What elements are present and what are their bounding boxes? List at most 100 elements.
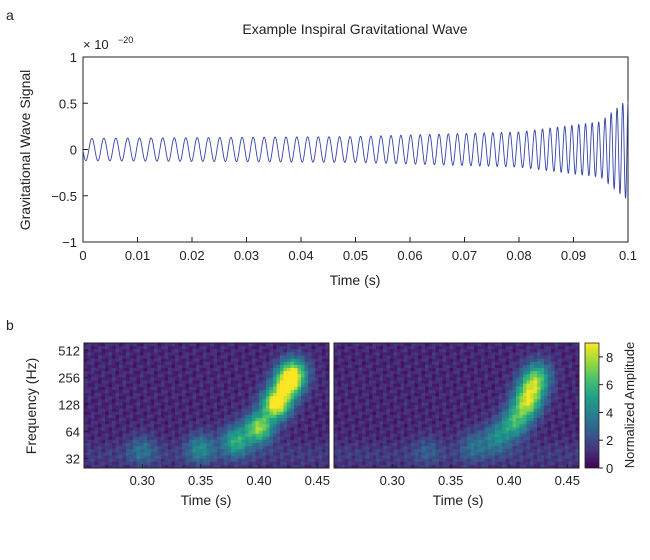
heatmap-cell [304,383,309,388]
heatmap-cell [572,368,576,372]
heatmap-cell [568,405,573,410]
heatmap-cell [341,430,345,435]
heatmap-cell [453,396,457,400]
heatmap-cell [390,352,394,357]
heatmap-cell [453,405,457,410]
heatmap-cell [554,389,559,394]
heatmap-cell [439,352,443,357]
heatmap-cell [318,439,323,444]
heatmap-cell [248,439,253,444]
heatmap-cell [266,368,270,372]
heatmap-cell [259,414,263,419]
heatmap-cell [498,361,503,366]
heatmap-cell [397,386,401,391]
heatmap-cell [161,352,165,357]
heatmap-cell [199,374,204,378]
heatmap-cell [348,389,352,394]
heatmap-cell [119,368,123,372]
heatmap-cell [565,402,569,407]
heatmap-cell [498,386,503,391]
heatmap-cell [554,380,559,385]
heatmap-cell [523,424,527,428]
heatmap-cell [126,443,130,447]
heatmap-cell [334,411,338,416]
heatmap-cell [199,449,204,453]
heatmap-cell [175,368,179,372]
heatmap-cell [463,343,468,347]
heatmap-cell [266,408,270,413]
heatmap-cell [344,368,349,372]
heatmap-cell [164,343,169,347]
heatmap-cell [168,355,172,360]
heatmap-cell [304,424,309,428]
heatmap-cell [453,418,457,422]
heatmap-cell [322,383,326,388]
heatmap-cell [512,374,517,378]
heatmap-cell [334,368,338,372]
heatmap-cell [519,427,524,432]
heatmap-cell [463,355,468,360]
heatmap-cell [481,383,485,388]
heatmap-cell [337,352,342,357]
heatmap-cell [311,452,316,457]
heatmap-cell [446,430,450,435]
heatmap-cell [94,386,99,391]
heatmap-cell [516,358,520,363]
heatmap-cell [558,411,562,416]
heatmap-cell [308,346,312,350]
heatmap-cell [348,430,352,435]
heatmap-cell [491,393,496,397]
heatmap-cell [101,408,106,413]
heatmap-cell [540,374,545,378]
heatmap-cell [280,414,284,419]
heatmap-cell [344,427,349,432]
heatmap-cell [308,371,312,375]
heatmap-cell [161,374,165,378]
heatmap-cell [276,371,281,375]
heatmap-cell [355,343,359,347]
heatmap-cell [488,418,492,422]
heatmap-cell [98,421,102,425]
heatmap-cell [273,449,277,453]
heatmap-cell [397,389,401,394]
heatmap-cell [175,371,179,375]
heatmap-cell [351,343,356,347]
heatmap-cell [238,449,242,453]
heatmap-cell [157,349,162,353]
heatmap-cell [474,405,478,410]
heatmap-cell [355,430,359,435]
heatmap-cell [344,418,349,422]
heatmap-cell [505,411,510,416]
heatmap-cell [129,433,134,438]
heatmap-cell [502,411,506,416]
heatmap-cell [512,349,517,353]
heatmap-cell [383,436,387,441]
heatmap-cell [334,399,338,403]
heatmap-cell [558,393,562,397]
heatmap-cell [266,461,270,466]
heatmap-cell [98,414,102,419]
heatmap-cell [425,355,429,360]
heatmap-cell [105,371,109,375]
heatmap-cell [355,433,359,438]
heatmap-cell [122,361,127,366]
heatmap-cell [428,393,433,397]
heatmap-cell [428,414,433,419]
heatmap-cell [217,386,221,391]
heatmap-cell [449,374,454,378]
heatmap-cell [390,408,394,413]
heatmap-cell [206,361,211,366]
heatmap-cell [287,414,291,419]
heatmap-cell [533,427,538,432]
heatmap-cell [189,439,193,444]
heatmap-cell [87,433,92,438]
heatmap-cell [554,433,559,438]
heatmap-cell [505,433,510,438]
heatmap-cell [178,399,183,403]
heatmap-cell [481,408,485,413]
heatmap-cell [376,427,380,432]
heatmap-cell [245,383,249,388]
heatmap-cell [143,436,148,441]
heatmap-cell [315,346,319,350]
heatmap-cell [341,421,345,425]
